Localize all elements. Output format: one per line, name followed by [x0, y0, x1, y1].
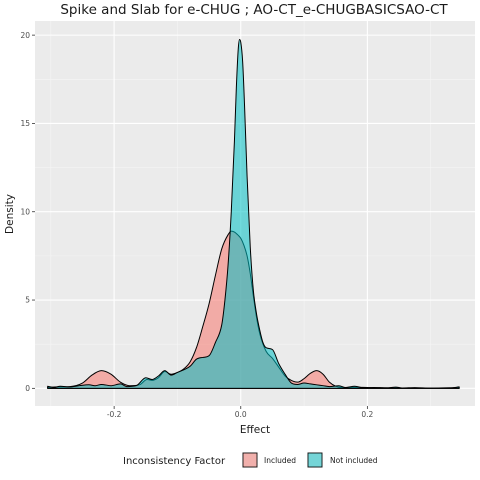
y-tick-label: 20 [20, 31, 30, 40]
x-axis-title: Effect [240, 424, 270, 436]
y-axis-title: Density [4, 194, 16, 234]
x-tick-label: 0.0 [235, 410, 247, 419]
y-tick-label: 15 [20, 119, 30, 128]
chart-title: Spike and Slab for e-CHUG ; AO-CT_e-CHUG… [60, 2, 448, 18]
x-tick-label: -0.2 [107, 410, 122, 419]
y-axis: 0 5 10 15 20 [20, 31, 35, 393]
legend-label-included: Included [264, 456, 296, 465]
y-tick-label: 10 [20, 207, 30, 216]
y-tick-label: 0 [25, 384, 30, 393]
legend-swatch-not-included [307, 452, 323, 468]
legend-label-not-included: Not included [330, 456, 378, 465]
legend-title: Inconsistency Factor [123, 456, 226, 467]
density-areas [47, 39, 460, 389]
legend: Inconsistency Factor Included Not includ… [123, 452, 378, 468]
legend-swatch-included [242, 452, 258, 468]
minor-gridlines [35, 21, 475, 406]
density-area-not-included [47, 39, 460, 389]
y-tick-label: 5 [25, 296, 30, 305]
x-axis: -0.2 0.0 0.2 [107, 406, 374, 419]
x-tick-label: 0.2 [361, 410, 373, 419]
